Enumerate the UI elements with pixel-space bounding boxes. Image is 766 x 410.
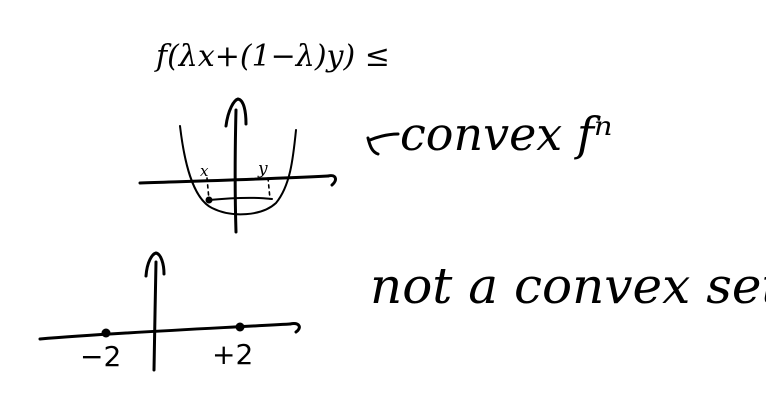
pointer-arrow-stem xyxy=(368,132,400,142)
y-projection xyxy=(267,177,271,200)
x-point-label: x xyxy=(200,162,209,180)
point-x xyxy=(205,196,213,204)
set-label: not a convex set xyxy=(370,257,766,315)
point-pos-2 xyxy=(235,322,245,332)
convex-function-label: convex fⁿ xyxy=(400,107,613,161)
x-axis-1 xyxy=(138,174,330,185)
number-line-graph: −2 +2 xyxy=(38,251,301,373)
chord-line xyxy=(208,196,273,201)
x-projection xyxy=(206,177,210,201)
y-axis-2 xyxy=(152,260,158,372)
y-axis-2-arrowhead xyxy=(144,251,166,278)
inequality-text: f(λx+(1−λ)y) ≤ xyxy=(154,39,390,74)
y-axis-1 xyxy=(233,108,238,234)
y-axis-1-arrowhead xyxy=(224,97,248,128)
convex-function-graph: x y xyxy=(138,97,337,234)
tick-label-neg-2: −2 xyxy=(80,340,121,373)
tick-label-pos-2: +2 xyxy=(212,338,253,371)
x-axis-1-hook xyxy=(326,174,337,187)
convex-curve xyxy=(179,125,297,216)
x-axis-2-hook xyxy=(288,322,301,334)
point-neg-2 xyxy=(101,328,111,338)
y-point-label: y xyxy=(257,159,268,179)
x-axis-2 xyxy=(38,322,292,341)
